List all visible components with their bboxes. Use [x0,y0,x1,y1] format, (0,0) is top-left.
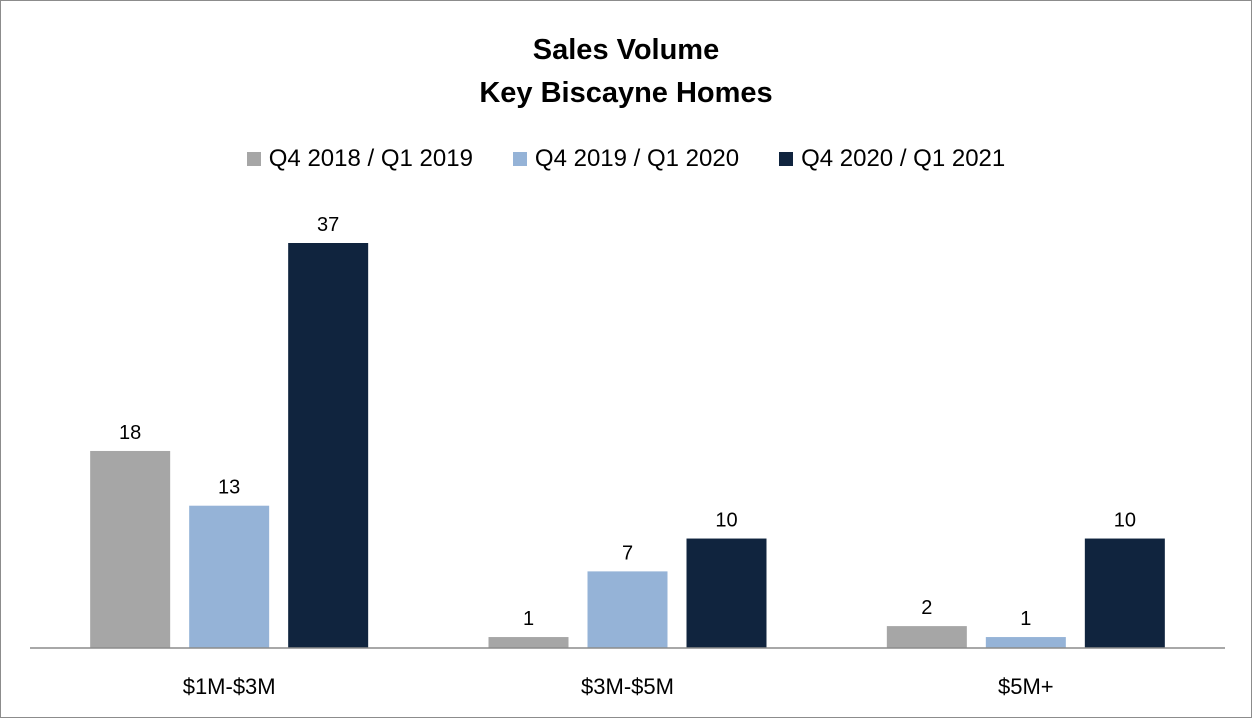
legend-swatch-series-2 [512,152,527,166]
legend-item-series-1: Q4 2018 / Q1 2019 [246,145,473,173]
data-label-3-3: 10 [1114,510,1136,532]
data-label-2-2: 7 [622,542,633,564]
chart-legend: Q4 2018 / Q1 2019 Q4 2019 / Q1 2020 Q4 2… [1,145,1251,173]
x-tick-label-1: $1M-$3M [183,674,276,699]
data-label-1-3: 37 [317,214,339,236]
chart-title: Sales Volume [532,34,720,66]
legend-label-series-1: Q4 2018 / Q1 2019 [268,145,473,172]
legend-item-series-2: Q4 2019 / Q1 2020 [512,145,740,173]
bar-1-2 [189,505,270,648]
legend-label-series-2: Q4 2019 / Q1 2020 [534,145,740,172]
legend-item-series-3: Q4 2020 / Q1 2021 [779,145,1005,173]
data-label-3-1: 2 [921,597,932,619]
bar-3-3 [1084,538,1165,648]
x-tick-label-2: $3M-$5M [581,674,674,699]
x-tick-label-3: $5M+ [998,674,1054,699]
legend-label-series-3: Q4 2020 / Q1 2021 [801,145,1006,172]
data-label-2-3: 10 [715,510,737,532]
bar-2-3 [686,538,767,648]
legend-swatch-series-1 [246,152,261,166]
bar-3-2 [985,637,1066,648]
data-label-2-1: 1 [523,608,534,630]
data-label-1-2: 13 [218,477,240,499]
bar-2-2 [587,571,668,648]
chart-subtitle: Key Biscayne Homes [479,77,773,109]
chart-title-block: Sales Volume Key Biscayne Homes [1,29,1251,115]
bar-1-1 [90,450,171,648]
data-label-1-1: 18 [119,422,141,444]
bar-2-1 [488,637,569,648]
legend-swatch-series-3 [779,152,794,166]
bar-1-3 [288,243,369,648]
bar-3-1 [886,626,967,648]
data-label-3-2: 1 [1020,608,1031,630]
